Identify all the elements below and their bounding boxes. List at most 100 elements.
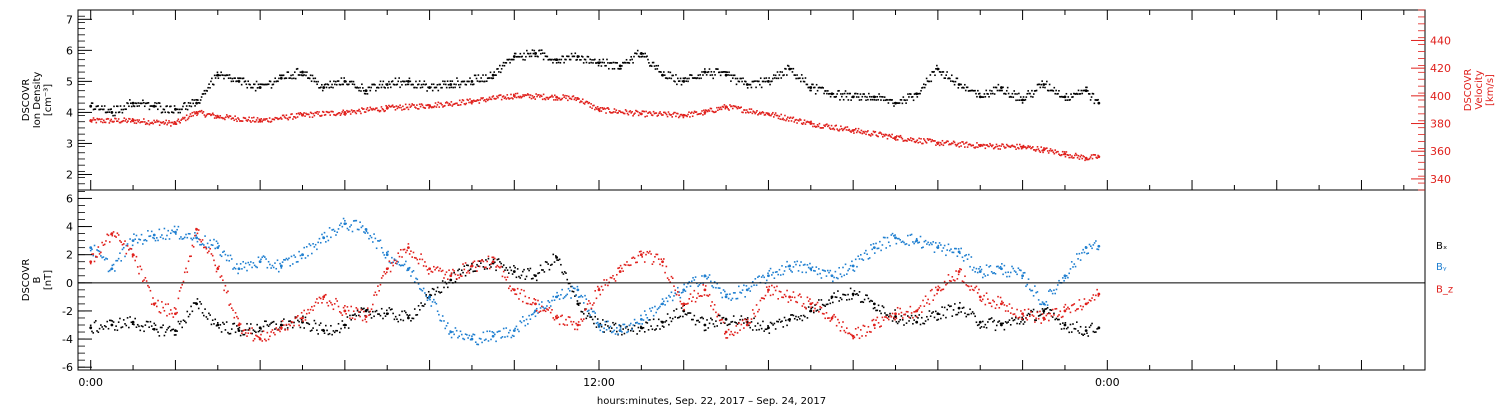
- velocity-dot: [348, 110, 351, 113]
- bx-dot: [697, 319, 699, 322]
- bz-dot: [497, 265, 500, 268]
- bz-point: [936, 288, 940, 292]
- bz-point: [555, 316, 559, 320]
- velocity-dot: [782, 117, 784, 120]
- velocity-tick-label: 440: [1430, 34, 1451, 47]
- velocity-dot: [564, 94, 566, 97]
- bz-dot: [556, 314, 558, 317]
- velocity-dot: [127, 120, 129, 122]
- velocity-dot: [923, 139, 926, 142]
- density-dot: [564, 58, 566, 61]
- bx-dot: [732, 315, 735, 317]
- density-point: [978, 95, 982, 99]
- density-dot: [225, 74, 227, 77]
- density-dot: [961, 86, 963, 89]
- bz-dot: [356, 308, 359, 311]
- bx-dot: [114, 329, 116, 331]
- density-dot: [208, 83, 210, 85]
- bz-dot: [509, 285, 511, 288]
- by-dot: [744, 296, 746, 298]
- density-dot: [540, 52, 542, 55]
- bx-dot: [191, 310, 194, 313]
- bz-dot: [342, 306, 345, 309]
- bz-dot: [809, 298, 811, 300]
- density-dot: [1059, 95, 1061, 98]
- by-dot: [1009, 271, 1012, 274]
- by-dot: [842, 266, 844, 269]
- by-dot: [1073, 263, 1076, 265]
- velocity-dot: [685, 114, 687, 117]
- density-dot: [375, 86, 378, 89]
- by-dot: [661, 298, 664, 300]
- velocity-dot: [692, 112, 695, 114]
- by-dot: [537, 312, 539, 314]
- velocity-dot: [498, 94, 500, 97]
- density-dot: [336, 80, 339, 82]
- bz-dot: [607, 284, 609, 287]
- by-dot: [507, 331, 510, 334]
- density-dot: [287, 71, 290, 73]
- velocity-dot: [353, 110, 356, 112]
- by-dot: [1020, 269, 1022, 272]
- bx-dot: [419, 308, 421, 311]
- density-dot: [198, 102, 200, 104]
- velocity-dot: [769, 114, 771, 117]
- by-dot: [947, 243, 950, 246]
- velocity-dot: [335, 113, 338, 116]
- density-dot: [382, 80, 385, 83]
- by-dot: [236, 263, 238, 265]
- velocity-dot: [915, 140, 918, 143]
- density-dot: [317, 80, 319, 83]
- bz-dot: [380, 277, 383, 279]
- density-dot: [358, 89, 360, 92]
- density-dot: [721, 71, 724, 73]
- velocity-dot: [556, 99, 559, 101]
- velocity-dot: [950, 142, 953, 144]
- density-dot: [769, 83, 771, 86]
- bz-dot: [945, 283, 947, 286]
- bz-dot: [98, 253, 101, 255]
- bx-dot: [556, 259, 558, 261]
- velocity-dot: [960, 145, 962, 147]
- density-dot: [354, 86, 357, 89]
- velocity-dot: [343, 113, 345, 116]
- velocity-dot: [232, 117, 235, 120]
- density-dot: [487, 77, 490, 79]
- bx-dot: [848, 298, 851, 301]
- by-dot: [556, 291, 558, 294]
- bx-dot: [417, 305, 420, 307]
- bz-dot: [967, 285, 970, 288]
- bz-dot: [922, 299, 924, 302]
- density-dot: [550, 59, 552, 61]
- density-dot: [505, 62, 508, 64]
- bx-dot: [609, 330, 612, 332]
- bz-dot: [455, 278, 458, 280]
- bx-dot: [868, 300, 871, 303]
- bz-dot: [1088, 299, 1091, 301]
- density-dot: [954, 80, 957, 83]
- density-dot: [962, 86, 964, 89]
- density-dot: [970, 89, 973, 92]
- bx-dot: [121, 326, 124, 328]
- bz-dot: [239, 323, 242, 325]
- bz-dot: [879, 326, 881, 328]
- bz-dot: [942, 288, 945, 291]
- velocity-dot: [260, 118, 263, 120]
- velocity-dot: [334, 114, 336, 116]
- density-dot: [800, 80, 802, 83]
- by-dot: [373, 233, 375, 235]
- by-dot: [262, 255, 265, 257]
- by-dot: [225, 259, 228, 262]
- bz-dot: [319, 297, 322, 300]
- bz-dot: [796, 301, 799, 304]
- bx-dot: [557, 259, 560, 262]
- bx-dot: [363, 307, 365, 310]
- velocity-dot: [743, 109, 745, 111]
- velocity-dot: [133, 122, 136, 124]
- bx-dot: [981, 320, 984, 323]
- velocity-dot: [560, 98, 563, 101]
- velocity-dot: [542, 93, 545, 96]
- bx-dot: [629, 329, 632, 332]
- by-dot: [950, 248, 952, 250]
- bx-dot: [913, 319, 915, 321]
